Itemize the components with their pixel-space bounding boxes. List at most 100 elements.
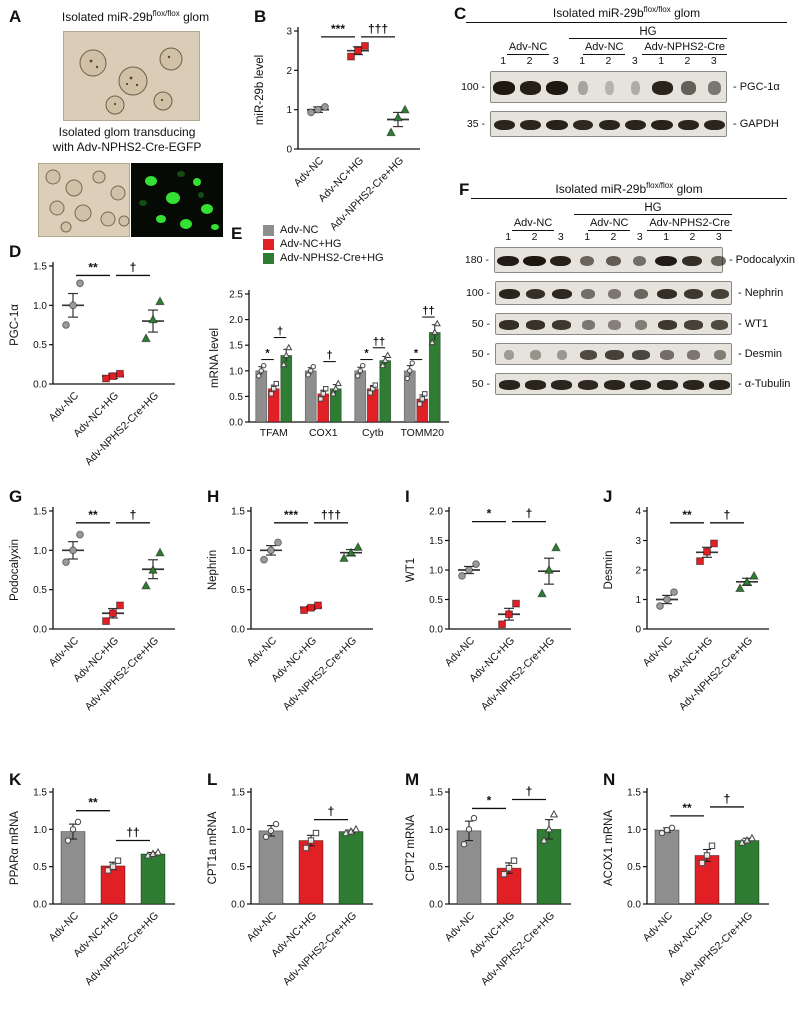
- bar: [428, 332, 441, 423]
- lane-number: 3: [552, 55, 559, 67]
- x-tick-label: Adv-NC: [292, 154, 327, 189]
- lane-number: 3: [631, 55, 638, 67]
- blot-band: [660, 350, 674, 360]
- blot-band: [504, 350, 515, 360]
- blot-band: [605, 81, 614, 95]
- data-point: [155, 296, 165, 306]
- data-point: [708, 842, 716, 849]
- y-tick-label: 0.5: [429, 862, 443, 873]
- data-point: [272, 820, 280, 828]
- data-point: [500, 870, 508, 878]
- data-point: [268, 391, 274, 397]
- data-point: [62, 321, 70, 329]
- y-tick-label: 1.5: [429, 788, 443, 799]
- lane-number: 1: [500, 55, 507, 67]
- data-point: [505, 864, 513, 872]
- y-tick-label: 0.5: [229, 392, 243, 403]
- lane-number: 2: [689, 231, 696, 243]
- blot-band: [551, 288, 573, 300]
- sig-label: *: [265, 348, 270, 360]
- blot-band: [632, 255, 647, 267]
- blot-band: [604, 380, 625, 390]
- y-tick-label: 0.5: [33, 585, 47, 596]
- x-tick-label: Adv-NPHS2-Cre+HG: [281, 635, 359, 713]
- data-point: [670, 588, 678, 597]
- data-point: [153, 847, 163, 856]
- sig-label: †: [526, 784, 533, 798]
- data-point: [346, 547, 356, 557]
- data-point: [386, 127, 396, 137]
- sig-label: ††: [422, 305, 434, 317]
- y-tick-label: 1.0: [229, 366, 243, 377]
- blot-strip-row: 35 - - GAPDH: [450, 111, 795, 137]
- y-tick-label: 0.5: [231, 585, 245, 596]
- data-point: [260, 555, 268, 564]
- y-tick-label: 0.0: [229, 418, 243, 429]
- data-point: [393, 112, 403, 122]
- data-point: [384, 351, 392, 358]
- data-point: [381, 356, 389, 364]
- lane-number: 2: [610, 231, 617, 243]
- caption-line-2: with Adv-NPHS2-Cre-EGFP: [52, 140, 202, 154]
- blot-band: [530, 350, 541, 360]
- data-point: [379, 361, 387, 369]
- y-tick-label: 1: [286, 105, 292, 116]
- blot-band: [525, 380, 546, 390]
- bar: [734, 840, 760, 905]
- blot-band: [657, 288, 678, 300]
- data-point: [69, 301, 77, 310]
- legend-item: Adv-NPHS2-Cre+HG: [263, 252, 384, 264]
- micrograph-brightfield: [38, 163, 130, 237]
- data-point: [539, 835, 549, 844]
- blot-strip-row: 50 - - WT1: [455, 313, 795, 335]
- bar: [379, 360, 392, 423]
- data-point: [472, 560, 480, 568]
- panel-h: H 0.0 0.5 1.0 1.5 Nephrin Adv-NC Adv-NC+HG Adv-…: [203, 485, 399, 770]
- panel-b-label: B: [254, 7, 267, 26]
- chart-mrna-level: 0.0 0.5 1.0 1.5 2.0 2.5 mRNA level TFAM COX1 Cytb…: [209, 290, 449, 439]
- data-point: [256, 373, 262, 379]
- blot-band: [581, 288, 595, 300]
- blot-c-body: HG Adv-NC Adv-NC Adv-NPHS2-Cre 1 2 3 1 2 3 1 2 3 100 …: [450, 26, 795, 137]
- data-point: [141, 580, 151, 590]
- data-point: [323, 386, 329, 392]
- data-point: [498, 620, 506, 629]
- y-tick-label: 1.0: [33, 546, 47, 557]
- bar: [456, 830, 482, 905]
- y-tick-label: 1.0: [33, 301, 47, 312]
- data-point: [663, 595, 671, 604]
- panel-l-label: L: [207, 770, 218, 789]
- blot-band: [498, 380, 520, 390]
- sig-label: †††: [368, 22, 388, 36]
- caption-line-1: Isolated glom transducing: [58, 125, 196, 139]
- blot-band: [711, 320, 729, 330]
- x-tick-label: Adv-NPHS2-Cre+HG: [83, 390, 161, 468]
- data-point: [357, 368, 363, 374]
- data-point: [417, 401, 423, 407]
- data-point: [155, 547, 165, 557]
- sig-label: †: [328, 805, 335, 819]
- y-tick-label: 1.0: [627, 825, 641, 836]
- data-point: [307, 108, 315, 117]
- y-tick-label: 0.5: [231, 862, 245, 873]
- blot-band: [549, 255, 572, 267]
- y-tick-label: 2: [286, 66, 292, 77]
- data-point: [109, 609, 117, 618]
- blot-band: [578, 81, 588, 95]
- blot-band: [630, 380, 652, 390]
- lane-number: 1: [663, 231, 670, 243]
- lane-number: 3: [715, 231, 722, 243]
- marker-weight: 180 -: [464, 254, 489, 266]
- data-point: [267, 827, 275, 835]
- panel-h-label: H: [207, 487, 220, 506]
- chart-wt1: 0.00.51.01.52.0WT1Adv-NCAdv-NC+HGAdv-NPH…: [405, 507, 571, 713]
- data-point: [668, 824, 676, 832]
- data-point: [109, 863, 117, 870]
- data-point: [141, 333, 151, 343]
- y-tick-label: 1.5: [33, 788, 47, 799]
- panel-g-label: G: [9, 487, 23, 506]
- lane-number: 2: [605, 55, 612, 67]
